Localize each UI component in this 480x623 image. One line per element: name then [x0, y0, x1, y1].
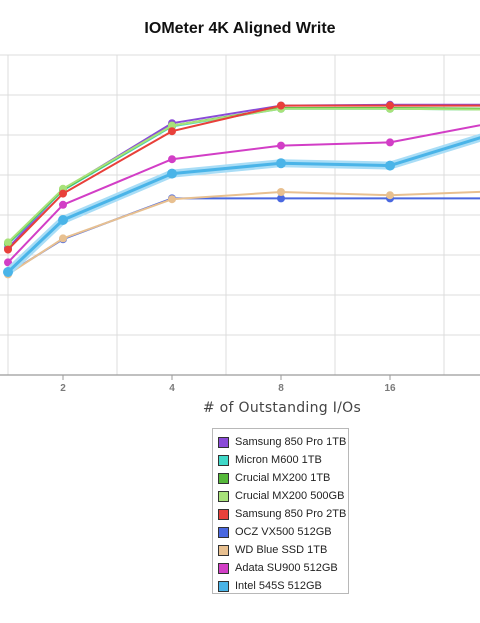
- data-point: [59, 200, 67, 209]
- data-point: [386, 191, 394, 200]
- legend-item: Crucial MX200 500GB: [218, 487, 348, 505]
- legend-item: WD Blue SSD 1TB: [218, 541, 348, 559]
- data-point: [277, 141, 285, 150]
- data-point: [277, 188, 285, 196]
- series-samsung-850-pro-2tb: [4, 101, 480, 254]
- legend-label: Samsung 850 Pro 1TB: [235, 436, 347, 448]
- legend-label: OCZ VX500 512GB: [235, 526, 332, 538]
- chart-title: IOMeter 4K Aligned Write: [144, 20, 336, 37]
- series-intel-545s-512gb: [3, 133, 480, 277]
- series-line-glow: [4, 133, 480, 276]
- data-point: [277, 194, 285, 203]
- series-line: [7, 190, 480, 276]
- series-micron-m600-1tb: [4, 104, 480, 248]
- legend-label: WD Blue SSD 1TB: [235, 544, 328, 556]
- legend-item: Crucial MX200 1TB: [218, 469, 348, 487]
- data-point: [4, 238, 12, 247]
- data-point: [386, 101, 394, 110]
- series-crucial-mx200-500gb: [4, 104, 480, 247]
- data-point: [4, 258, 12, 267]
- legend-label: Micron M600 1TB: [235, 454, 322, 466]
- legend-label: Crucial MX200 500GB: [235, 490, 345, 502]
- legend-swatch: [218, 526, 229, 538]
- legend-label: Samsung 850 Pro 2TB: [235, 508, 347, 520]
- legend-label: Adata SU900 512GB: [235, 562, 338, 574]
- data-point: [168, 155, 176, 164]
- legend-swatch: [218, 508, 229, 520]
- series-line: [7, 124, 480, 264]
- series-line: [7, 107, 480, 245]
- data-point: [58, 215, 68, 225]
- series-line: [6, 136, 480, 274]
- legend-label: Crucial MX200 1TB: [235, 472, 331, 484]
- legend-swatch: [218, 454, 229, 466]
- x-tick-label: 16: [384, 383, 396, 394]
- legend-swatch: [218, 472, 229, 484]
- legend-item: Micron M600 1TB: [218, 451, 348, 469]
- data-point: [3, 267, 13, 277]
- data-point: [168, 127, 176, 136]
- data-point: [59, 234, 67, 243]
- series-crucial-mx200-1tb: [4, 104, 480, 248]
- x-tick-label: 8: [278, 383, 284, 394]
- series-samsung-850-pro-1tb: [4, 100, 480, 252]
- legend-item: Intel 545S 512GB: [218, 577, 348, 595]
- data-point: [168, 121, 176, 130]
- legend-item: Samsung 850 Pro 2TB: [218, 505, 348, 523]
- legend-swatch: [218, 562, 229, 574]
- data-point: [386, 138, 394, 147]
- x-axis-label: # of Outstanding I/Os: [202, 400, 362, 416]
- legend-item: OCZ VX500 512GB: [218, 523, 348, 541]
- data-point: [276, 158, 286, 169]
- data-point: [59, 189, 67, 198]
- data-point: [4, 245, 12, 254]
- series-ocz-vx500-512gb: [4, 194, 480, 278]
- chart-legend: Samsung 850 Pro 1TB Micron M600 1TB Crucia…: [212, 428, 349, 594]
- legend-label: Intel 545S 512GB: [235, 580, 322, 592]
- series-line: [7, 104, 480, 251]
- series-wd-blue-ssd-1tb: [4, 188, 480, 279]
- legend-swatch: [218, 436, 229, 448]
- series-adata-su900-512gb: [4, 124, 480, 267]
- legend-item: Samsung 850 Pro 1TB: [218, 433, 348, 451]
- data-point: [168, 195, 176, 204]
- series-line: [7, 103, 480, 249]
- legend-swatch: [218, 490, 229, 502]
- x-tick-label: 2: [60, 383, 66, 394]
- x-tick-label: 4: [169, 383, 175, 394]
- data-point: [167, 168, 177, 179]
- legend-swatch: [218, 544, 229, 556]
- legend-swatch: [218, 580, 229, 592]
- series-line: [7, 107, 480, 244]
- data-point: [385, 160, 395, 171]
- series-line: [7, 107, 480, 244]
- legend-item: Adata SU900 512GB: [218, 559, 348, 577]
- data-point: [277, 101, 285, 110]
